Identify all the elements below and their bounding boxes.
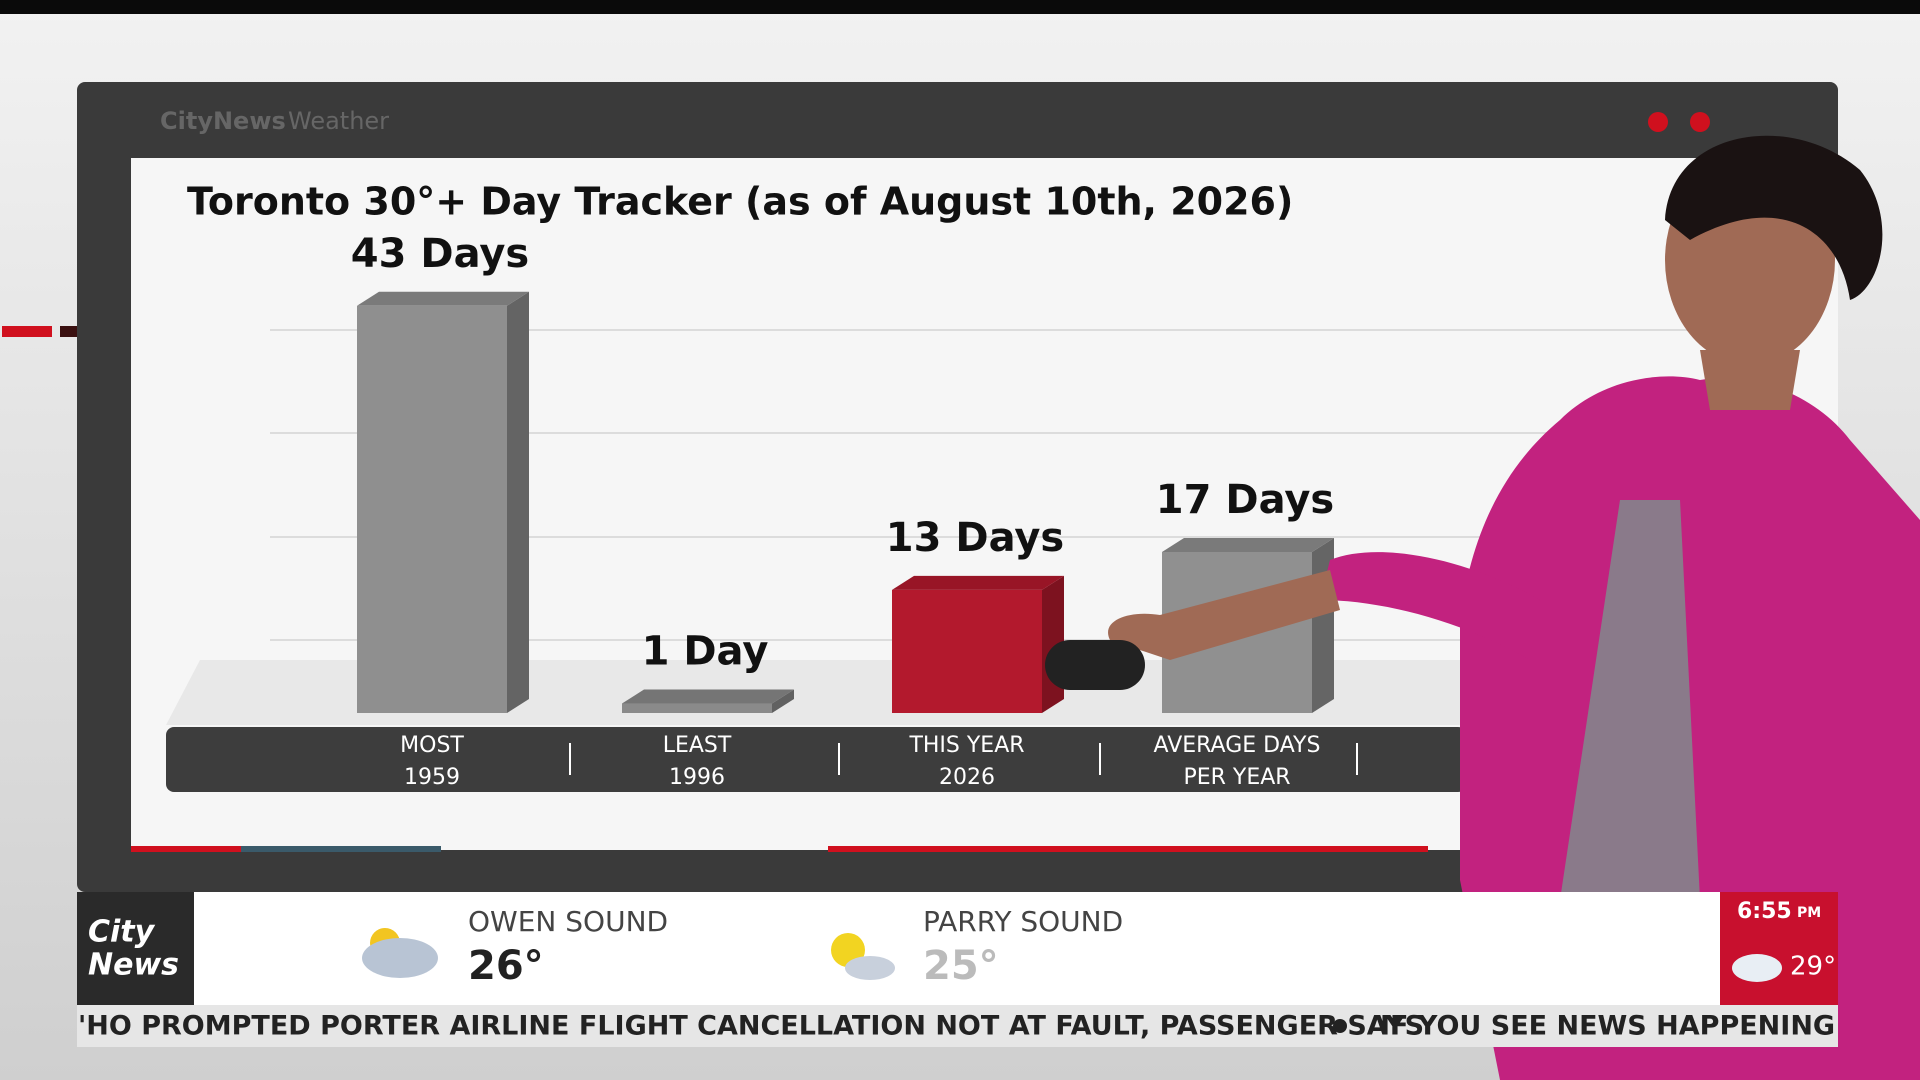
- city: OWEN SOUND: [468, 905, 668, 938]
- temp: 26°: [468, 943, 544, 989]
- accent: [828, 846, 1428, 852]
- value-label: 17 Days: [1156, 477, 1334, 523]
- bar: [622, 703, 772, 713]
- header-brand: CityNews: [160, 107, 286, 135]
- bar-top: [357, 291, 529, 306]
- bar: [892, 589, 1042, 713]
- bar-side: [772, 689, 794, 713]
- dot: [1690, 112, 1710, 132]
- weather-icon: [362, 928, 438, 978]
- x-tick-label: LEAST: [663, 733, 732, 758]
- bars: 43 Days MOST 1959 1 Day LEAST 1996 13 Days THIS…: [351, 231, 1334, 790]
- logo: News: [88, 948, 179, 983]
- bar-top: [892, 575, 1064, 590]
- x-tick-label: 1996: [669, 765, 725, 790]
- chart-title: Toronto 30°+ Day Tracker (as of August 1…: [187, 180, 1293, 224]
- weather-strip: [194, 892, 1720, 1005]
- accent: [2, 326, 52, 337]
- accent: [131, 846, 241, 852]
- label-bar: [166, 727, 1466, 792]
- x-tick-label: 2026: [939, 765, 995, 790]
- weather-icon: [1732, 954, 1782, 982]
- bar-top: [1162, 538, 1334, 553]
- clock-temp: 29°: [1790, 952, 1836, 982]
- logo: City: [88, 915, 156, 950]
- x-tick-label: PER YEAR: [1183, 765, 1290, 790]
- ticker: [77, 1005, 1838, 1047]
- x-tick-label: MOST: [400, 733, 464, 758]
- x-tick-label: AVERAGE DAYS: [1154, 733, 1321, 758]
- bar-side: [507, 291, 529, 713]
- top-bar: [0, 0, 1920, 14]
- x-tick-label: THIS YEAR: [908, 733, 1024, 758]
- logo-box: [77, 892, 194, 1005]
- accent: [241, 846, 441, 852]
- clock-time: 6:55: [1737, 899, 1792, 924]
- x-tick-label: 1959: [404, 765, 460, 790]
- city: PARRY SOUND: [923, 905, 1123, 938]
- temp: 25°: [923, 943, 999, 989]
- value-label: 13 Days: [886, 515, 1064, 561]
- dot: [1648, 112, 1668, 132]
- value-label: 1 Day: [642, 629, 769, 675]
- ticker-item: 'HO PROMPTED PORTER AIRLINE FLIGHT CANCE…: [78, 1011, 1424, 1042]
- clock-ampm: PM: [1797, 905, 1821, 921]
- weather-icon: [831, 933, 895, 980]
- presenter-edge: [1838, 1005, 1920, 1047]
- header-section: Weather: [288, 107, 389, 135]
- bar-top: [622, 689, 794, 704]
- clock-box: [1720, 892, 1838, 1005]
- ticker-dot: [1333, 1019, 1347, 1033]
- bar: [357, 305, 507, 713]
- value-label: 43 Days: [351, 231, 529, 277]
- ticker-item: IF YOU SEE NEWS HAPPENING OR: [1380, 1011, 1888, 1042]
